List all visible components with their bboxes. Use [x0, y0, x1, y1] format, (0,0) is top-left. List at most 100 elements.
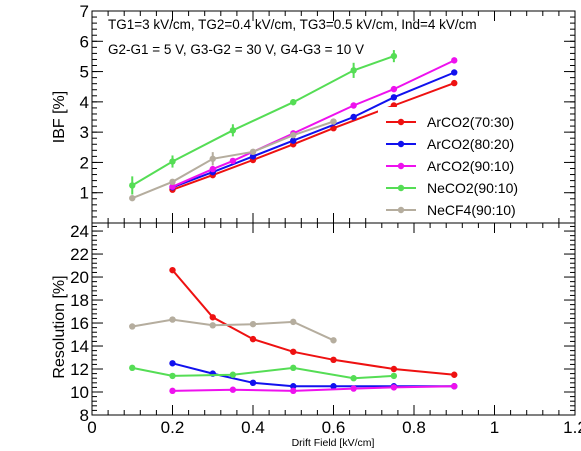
data-point	[209, 322, 216, 329]
y-tick-label: 2	[80, 153, 89, 172]
y-tick-label: 12	[70, 360, 89, 379]
series-NeCO2(90:10)	[129, 50, 398, 195]
data-point	[229, 386, 237, 393]
annotation: G2-G1 = 5 V, G3-G2 = 30 V, G4-G3 = 10 V	[108, 42, 364, 57]
y-tick-label: 18	[70, 291, 89, 310]
data-point	[330, 383, 337, 390]
legend-marker	[397, 184, 405, 192]
annotation: TG1=3 kV/cm, TG2=0.4 kV/cm, TG3=0.5 kV/c…	[108, 17, 477, 32]
series-ArCO2(90:10)	[169, 383, 458, 395]
y-tick-label: 14	[70, 337, 89, 356]
legend-marker	[397, 140, 405, 148]
data-point	[169, 178, 176, 186]
data-point	[169, 372, 176, 380]
data-point	[229, 371, 237, 378]
x-tick-label: 0	[87, 418, 96, 437]
legend-label: ArCO2(70:30)	[427, 114, 514, 130]
y-tick-label: 5	[80, 63, 89, 82]
data-point	[129, 194, 136, 202]
x-tick-label: 0.6	[322, 418, 346, 437]
x-axis-title: Drift Field [kV/cm]	[292, 437, 375, 449]
data-point	[330, 337, 337, 344]
x-tick-label: 1.2	[563, 418, 581, 437]
data-point	[209, 155, 216, 162]
data-point	[169, 387, 176, 395]
data-point	[290, 348, 297, 355]
data-point	[169, 266, 176, 274]
y-tick-label: 3	[80, 123, 89, 142]
y-tick-label: 4	[80, 93, 89, 112]
data-point	[451, 57, 458, 64]
legend-label: ArCO2(90:10)	[427, 158, 514, 174]
data-point	[229, 127, 237, 134]
y-tick-label: 1	[80, 184, 89, 203]
data-point	[249, 153, 257, 160]
series-line	[132, 366, 394, 380]
y-tick-label: 10	[70, 383, 89, 402]
data-point	[451, 79, 458, 87]
data-point	[169, 360, 176, 367]
data-point	[390, 85, 398, 93]
data-point	[290, 383, 297, 390]
data-point	[229, 157, 237, 165]
data-point	[350, 385, 357, 392]
legend: ArCO2(70:30) ArCO2(80:20) ArCO2(90:10) NeCO…	[378, 107, 553, 223]
series-ArCO2(70:30)	[169, 266, 458, 378]
y-tick-label: 7	[80, 2, 89, 21]
data-point	[390, 94, 398, 101]
data-point	[129, 323, 136, 330]
y-tick-label: 24	[70, 222, 89, 241]
data-point	[249, 320, 257, 328]
legend-marker	[397, 206, 405, 214]
data-point	[290, 98, 297, 106]
data-point	[451, 69, 458, 76]
data-point	[249, 335, 257, 343]
data-point	[451, 383, 458, 390]
data-point	[249, 148, 257, 156]
data-point	[209, 165, 216, 173]
panel-resolution: 8 10 12 14 16 18 20 22 24 Resolution [%]	[51, 222, 576, 425]
legend-label: NeCF4(90:10)	[427, 202, 516, 218]
series-NeCO2(90:10)	[129, 364, 398, 382]
data-point	[451, 371, 458, 378]
data-point	[330, 118, 337, 125]
data-point	[129, 364, 136, 372]
data-point	[169, 158, 176, 165]
data-point	[350, 375, 357, 382]
legend-marker	[397, 162, 405, 170]
data-point	[290, 364, 297, 372]
data-point	[350, 67, 357, 74]
legend-label: NeCO2(90:10)	[427, 180, 518, 196]
series-line	[131, 55, 395, 187]
data-point	[290, 387, 297, 395]
data-point	[330, 356, 337, 364]
data-point	[290, 137, 297, 144]
data-point	[209, 314, 216, 321]
panel-ibf: 1 2 3 4 5 6 7 IBF [%] TG1=3 kV/cm, TG2=0.4 kV/cm…	[51, 2, 576, 224]
data-point	[169, 316, 176, 323]
y-tick-label: 6	[80, 32, 89, 51]
legend-label: ArCO2(80:20)	[427, 136, 514, 152]
data-point	[390, 384, 398, 391]
series-line	[171, 269, 455, 376]
data-point	[330, 125, 337, 132]
data-point	[390, 52, 398, 60]
data-point	[129, 182, 136, 189]
data-point	[290, 131, 297, 139]
data-point	[350, 113, 357, 121]
x-tick-label: 0.4	[241, 418, 265, 437]
y-tick-label: 8	[80, 406, 89, 425]
data-point	[249, 379, 257, 387]
data-point	[169, 183, 176, 190]
legend-marker	[397, 118, 405, 126]
y-tick-label: 20	[70, 268, 89, 287]
data-point	[390, 365, 398, 373]
data-point	[290, 318, 297, 326]
series-NeCF4(90:10)	[129, 316, 337, 344]
y-axis-title: Resolution [%]	[51, 275, 68, 378]
y-axis-title: IBF [%]	[51, 91, 68, 143]
data-point	[390, 372, 398, 380]
x-tick-label: 0.2	[161, 418, 185, 437]
y-tick-label: 16	[70, 314, 89, 333]
